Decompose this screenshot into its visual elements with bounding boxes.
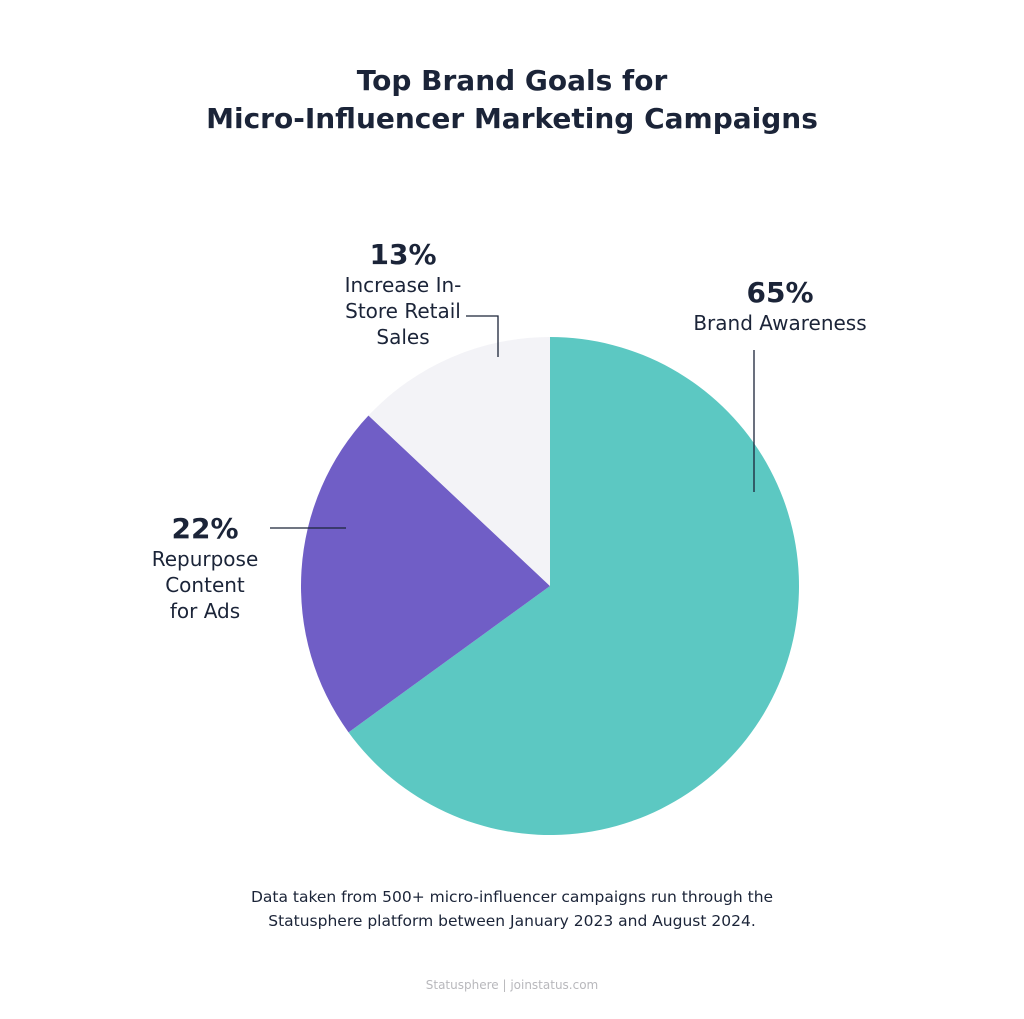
chart-title: Top Brand Goals for Micro-Influencer Mar… (0, 62, 1024, 138)
slice-label: Content (165, 573, 245, 597)
label-brand-awareness: 65% Brand Awareness (660, 276, 900, 336)
slice-label: Sales (376, 325, 430, 349)
label-retail: 13% Increase In- Store Retail Sales (318, 238, 488, 350)
slice-label: Increase In- (344, 273, 462, 297)
title-line: Micro-Influencer Marketing Campaigns (206, 102, 818, 135)
slice-label: Brand Awareness (693, 311, 867, 335)
slice-label: Store Retail (345, 299, 461, 323)
data-label: 65% (746, 276, 814, 309)
slice-label: for Ads (169, 599, 241, 623)
footer-credit: Statusphere | joinstatus.com (425, 978, 599, 992)
note-line: Statusphere platform between January 202… (268, 912, 756, 930)
note-line: Data taken from 500+ micro-influencer ca… (250, 888, 774, 906)
pie-slice-2 (368, 337, 550, 586)
data-label: 13% (369, 238, 437, 271)
pie-slice-0 (348, 337, 799, 835)
pie-slice-1 (301, 415, 550, 733)
title-line: Top Brand Goals for (356, 64, 668, 97)
slice-label: Repurpose (151, 547, 259, 571)
source-note: Data taken from 500+ micro-influencer ca… (0, 885, 1024, 933)
data-label: 22% (171, 512, 239, 545)
label-repurpose: 22% Repurpose Content for Ads (120, 512, 290, 624)
leader-line-retail (466, 315, 499, 357)
